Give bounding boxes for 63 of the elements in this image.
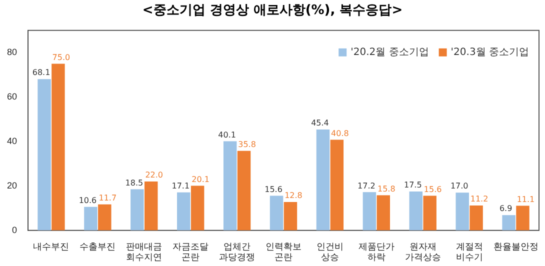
data-label: 12.8 (284, 191, 302, 200)
bar (456, 192, 469, 230)
bar (316, 130, 330, 230)
bar (376, 195, 390, 230)
bar (52, 64, 65, 230)
data-label: 40.8 (331, 128, 349, 138)
data-label: 15.8 (377, 184, 396, 194)
data-label: 11.2 (470, 194, 488, 204)
x-tick-label: 인력확보 곤란 (266, 241, 302, 262)
bar (190, 186, 204, 230)
x-tick-label: 계절적 비수기 (456, 241, 483, 262)
bar (516, 206, 530, 230)
data-label: 18.5 (125, 178, 144, 188)
data-label: 17.2 (358, 181, 376, 190)
data-label: 17.1 (172, 181, 190, 190)
bar (223, 141, 237, 230)
x-tick-label: 업체간 과당경쟁 (219, 241, 256, 262)
y-tick-label: 20 (6, 180, 18, 190)
x-tick-label: 인건비 상승 (316, 241, 344, 262)
data-label: 20.1 (192, 174, 210, 184)
bar (470, 206, 483, 230)
bar (362, 192, 376, 230)
x-tick-label: 환율불안정 (493, 241, 538, 252)
bar (423, 196, 436, 230)
data-label: 22.0 (145, 170, 164, 180)
legend-label: '20.3월 중소기업 (450, 46, 530, 58)
x-tick-label: 내수부진 (33, 241, 70, 252)
x-tick-label: 수출부진 (80, 241, 116, 252)
x-tick-label: 제품단가 하락 (358, 241, 394, 262)
x-tick-label: 자금조달 곤란 (172, 241, 209, 262)
bar (98, 204, 112, 230)
data-label: 15.6 (424, 184, 442, 194)
x-tick-label: 원자재 가격상승 (404, 241, 441, 262)
data-label: 15.6 (264, 184, 282, 194)
data-label: 45.4 (311, 118, 329, 128)
chart-title: <중소기업 경영상 애로사항(%), 복수응답> (141, 2, 404, 20)
data-label: 11.1 (516, 194, 535, 204)
data-label: 11.7 (98, 193, 117, 202)
y-tick-label: 80 (6, 47, 18, 58)
bar (284, 202, 298, 230)
bar (144, 182, 158, 230)
bar (409, 192, 423, 230)
bar (330, 140, 344, 230)
bar (38, 79, 51, 230)
data-label: 35.8 (238, 140, 256, 149)
bar (84, 206, 98, 230)
data-label: 40.1 (218, 130, 236, 140)
legend-label: '20.2월 중소기업 (350, 46, 429, 58)
y-tick-label: 40 (6, 136, 18, 146)
data-label: 17.0 (450, 182, 468, 191)
data-label: 10.6 (78, 196, 97, 205)
bar (130, 189, 144, 230)
y-tick-label: 0 (12, 224, 18, 235)
data-label: 68.1 (32, 68, 50, 78)
bar (177, 192, 190, 230)
y-tick-label: 60 (6, 92, 18, 102)
x-tick-label: 판매대금 회수지연 (126, 241, 162, 262)
data-label: 6.9 (499, 204, 512, 214)
bar (237, 150, 251, 230)
data-label: 17.5 (404, 180, 422, 190)
bar (502, 215, 516, 230)
data-label: 75.0 (52, 52, 70, 62)
bar (270, 196, 284, 230)
